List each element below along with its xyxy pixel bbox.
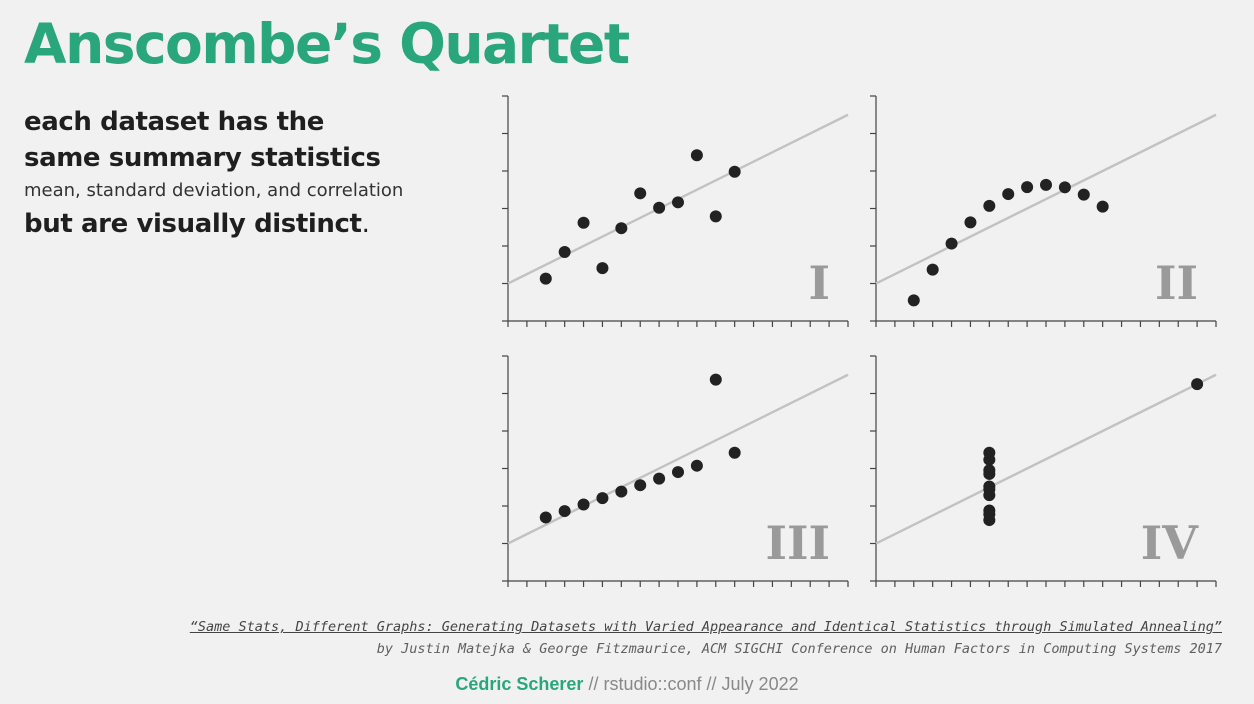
citation: “Same Stats, Different Graphs: Generatin… [190, 616, 1222, 660]
panel-3-point [653, 472, 666, 485]
description-block: each dataset has the same summary statis… [24, 104, 464, 242]
panel-1-point [539, 272, 552, 285]
panel-2-point [945, 237, 958, 250]
panel-2-point [983, 199, 996, 212]
panel-3-point [596, 492, 609, 505]
panel-1-point [558, 246, 571, 258]
panel-1-point [728, 165, 741, 178]
panel-4-point [1191, 378, 1204, 391]
panel-1-point [690, 149, 703, 162]
panel-2-point [926, 263, 939, 276]
panel-1-point [672, 196, 684, 209]
panel-3-label: III [765, 516, 830, 570]
panel-1-label: I [808, 256, 830, 310]
footer-author: Cédric Scherer [455, 674, 584, 694]
panel-3-point [558, 505, 571, 518]
panel-1-point [615, 222, 628, 235]
panel-1-point [653, 201, 666, 214]
panel-2-point [1096, 200, 1109, 213]
panel-1-point [596, 262, 609, 275]
panel-4-label: IV [1141, 516, 1200, 570]
panel-2-fit-line [875, 113, 1217, 285]
page-title: Anscombe’s Quartet [24, 12, 630, 76]
panel-4-point [983, 464, 996, 477]
panel-3-point [728, 446, 741, 459]
panel-2-point [1002, 188, 1015, 201]
panel-2-point [964, 216, 977, 229]
description-line-2: same summary statistics [24, 143, 381, 173]
footer-event: rstudio::conf [603, 674, 702, 694]
panel-3-point [672, 466, 684, 479]
panel-3-point [539, 511, 552, 524]
footer-separator-1: // [583, 674, 604, 694]
panel-4-point [983, 453, 996, 466]
panel-3-point [577, 498, 590, 511]
panel-2-point [1058, 181, 1071, 194]
panel-3-point [690, 459, 703, 472]
description-line-4-wrap: but are visually distinct. [24, 206, 464, 242]
description-period: . [361, 209, 370, 239]
description-line-3: mean, standard deviation, and correlatio… [24, 180, 404, 201]
description-line-1: each dataset has the [24, 107, 325, 137]
footer: Cédric Scherer // rstudio::conf // July … [0, 674, 1254, 695]
panel-4-fit-line [875, 373, 1217, 545]
panel-1-point [577, 216, 590, 229]
description-line-4: but are visually distinct [24, 209, 362, 239]
citation-title[interactable]: “Same Stats, Different Graphs: Generatin… [189, 619, 1222, 635]
panel-4-point [983, 483, 996, 496]
panel-1-point [634, 187, 647, 200]
panel-2-point [1077, 188, 1090, 201]
panel-2-point [1040, 178, 1052, 191]
panel-3-point [615, 485, 628, 498]
panel-3-point [634, 479, 647, 492]
panel-3-point [709, 373, 722, 386]
footer-separator-2: // [701, 674, 722, 694]
citation-byline: by Justin Matejka & George Fitzmaurice, … [376, 641, 1222, 657]
panel-1-point [709, 210, 722, 223]
panel-2-label: II [1155, 256, 1198, 310]
panel-2-point [1021, 181, 1034, 194]
panel-2-point [907, 294, 920, 307]
panel-4-point [983, 508, 996, 521]
footer-date: July 2022 [721, 674, 799, 694]
